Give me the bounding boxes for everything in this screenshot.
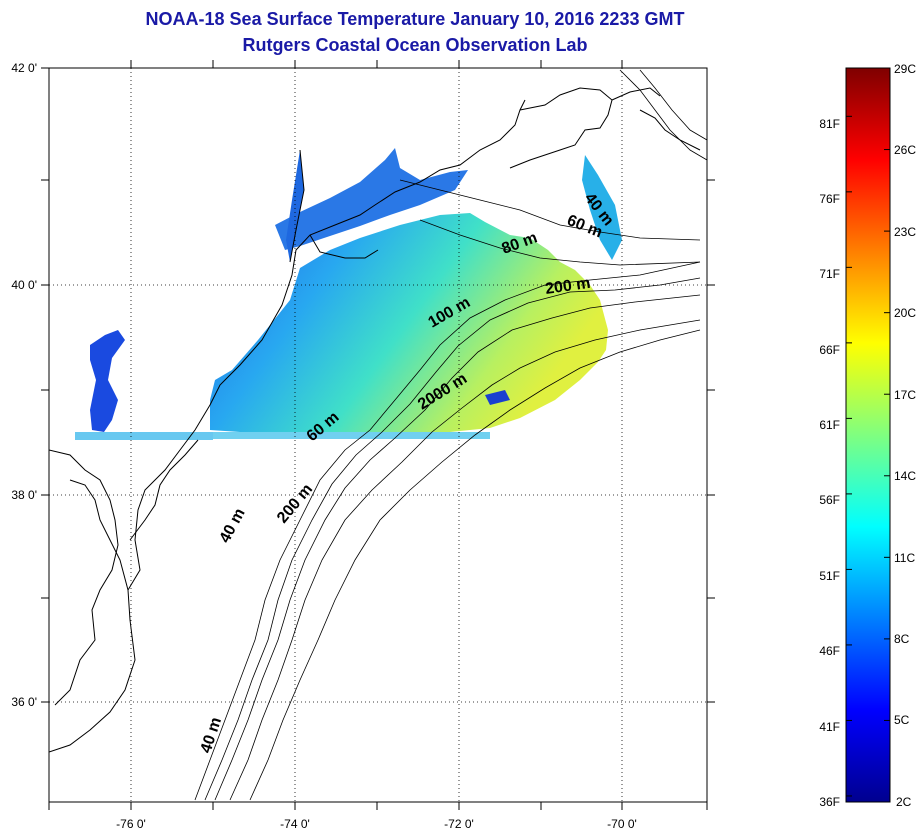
sst-cold-patch <box>485 390 510 405</box>
cb-label-5c: 5C <box>894 713 910 727</box>
cb-label-56f: 56F <box>819 493 840 507</box>
cb-label-17c: 17C <box>894 388 916 402</box>
sst-imagery-hudson <box>275 148 468 250</box>
lat-label-36: 36 0' <box>11 695 37 709</box>
longitude-labels: -76 0' -74 0' -72 0' -70 0' <box>116 817 637 831</box>
lon-label-74: -74 0' <box>280 817 310 831</box>
colorbar-celsius-labels: 2C 5C 8C 11C 14C 17C 20C 23C 26C 29C <box>894 62 916 809</box>
sst-imagery-chesapeake <box>90 330 125 432</box>
coastlines <box>49 87 701 753</box>
cb-label-61f: 61F <box>819 418 840 432</box>
temperature-colorbar <box>845 67 891 803</box>
cb-label-26c: 26C <box>894 143 916 157</box>
cb-label-41f: 41F <box>819 720 840 734</box>
lat-label-38: 38 0' <box>11 488 37 502</box>
sst-imagery-shelf <box>210 213 608 432</box>
bathymetry-contours <box>194 69 707 801</box>
colorbar-fahrenheit-labels: 36F 41F 46F 51F 56F 61F 66F 71F 76F 81F <box>819 117 840 809</box>
title-line-2: Rutgers Coastal Ocean Observation Lab <box>242 35 588 55</box>
latitude-labels: 42 0' 40 0' 38 0' 36 0' <box>11 61 37 709</box>
graticule <box>49 68 707 802</box>
lon-label-70: -70 0' <box>607 817 637 831</box>
contour-label-200m-ne: 200 m <box>544 275 591 298</box>
cb-label-51f: 51F <box>819 569 840 583</box>
title-line-1: NOAA-18 Sea Surface Temperature January … <box>145 9 685 29</box>
cb-label-14c: 14C <box>894 469 916 483</box>
cb-label-29c: 29C <box>894 62 916 76</box>
cb-label-66f: 66F <box>819 343 840 357</box>
frame-ticks <box>41 60 715 810</box>
cb-label-36f: 36F <box>819 795 840 809</box>
sst-imagery-strip <box>210 432 490 439</box>
lat-label-40: 40 0' <box>11 278 37 292</box>
cb-label-23c: 23C <box>894 225 916 239</box>
sst-imagery-strip-2 <box>75 432 213 440</box>
cb-label-76f: 76F <box>819 192 840 206</box>
lon-label-72: -72 0' <box>444 817 474 831</box>
cb-label-46f: 46F <box>819 644 840 658</box>
cb-label-71f: 71F <box>819 267 840 281</box>
map-title: NOAA-18 Sea Surface Temperature January … <box>0 6 830 58</box>
lon-label-76: -76 0' <box>116 817 146 831</box>
cb-label-2c: 2C <box>896 795 912 809</box>
colorbar-ticks <box>846 67 890 803</box>
lat-label-42: 42 0' <box>11 61 37 75</box>
cb-label-11c: 11C <box>894 551 915 565</box>
sst-imagery-north <box>286 150 304 262</box>
cb-label-20c: 20C <box>894 306 916 320</box>
cb-label-81f: 81F <box>819 117 840 131</box>
map-content: 40 m 60 m 80 m 200 m 100 m 2000 m 60 m 4… <box>49 68 707 802</box>
cb-label-8c: 8C <box>894 632 910 646</box>
